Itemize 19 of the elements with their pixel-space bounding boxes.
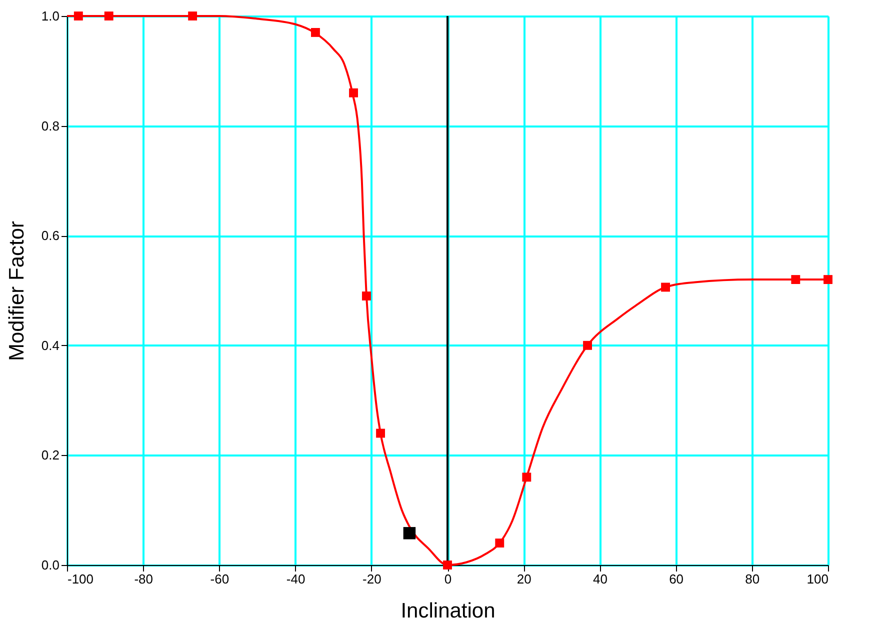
y-tick-label: 1.0 (41, 8, 60, 24)
x-tick-label: 100 (806, 572, 828, 586)
x-tick-label: -40 (286, 572, 306, 586)
x-tick-label: 0 (444, 572, 452, 586)
x-tick-label: 40 (592, 572, 608, 586)
y-tick-label: 0.8 (41, 118, 60, 134)
y-tick-label: 0.0 (41, 558, 60, 572)
y-tick-label: 0.6 (41, 228, 60, 244)
x-tick-label: -100 (68, 572, 94, 586)
x-tick-label: -60 (210, 572, 230, 586)
x-tick-label: -20 (362, 572, 382, 586)
x-tick-label: 20 (516, 572, 532, 586)
x-axis-title: Inclination (400, 600, 496, 622)
x-tick-label: 80 (745, 572, 760, 586)
y-tick-label: 0.4 (41, 338, 60, 353)
x-tick-label: -80 (134, 572, 153, 586)
y-tick-label: 0.2 (41, 448, 60, 463)
x-tick-label: 60 (669, 572, 684, 586)
y-axis-title: Modifier Factor (5, 220, 28, 362)
